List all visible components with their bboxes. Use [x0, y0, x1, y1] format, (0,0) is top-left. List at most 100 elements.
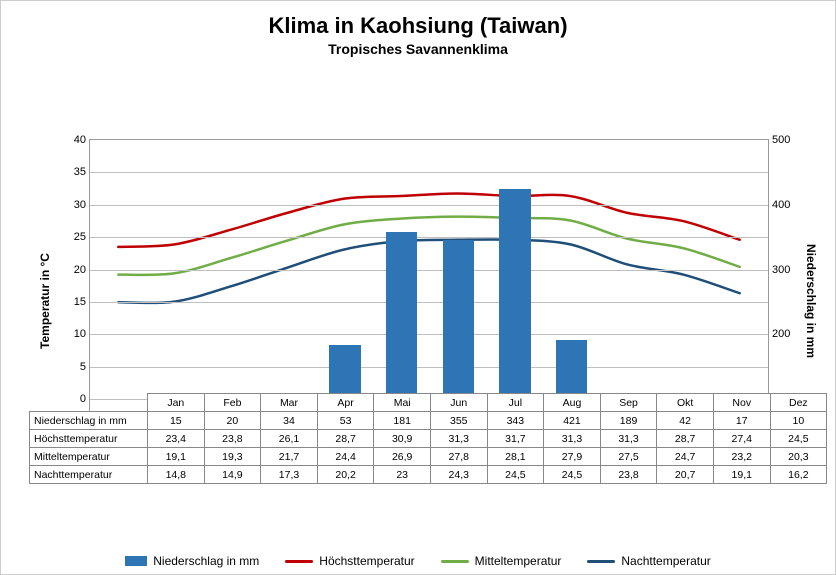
cell: 31,3 — [544, 430, 601, 448]
row-label: Nachttemperatur — [30, 466, 148, 484]
cell: 24,3 — [430, 466, 487, 484]
cell: 19,3 — [204, 448, 261, 466]
row-label: Höchsttemperatur — [30, 430, 148, 448]
cell: 24,5 — [544, 466, 601, 484]
cell: Jun — [430, 394, 487, 412]
cell: 20,3 — [770, 448, 827, 466]
cell: 421 — [544, 412, 601, 430]
row-label — [30, 394, 148, 412]
cell: Apr — [317, 394, 374, 412]
ytick-left: 30 — [62, 199, 86, 211]
row-hoechst: Höchsttemperatur23,423,826,128,730,931,3… — [30, 430, 827, 448]
cell: 23,2 — [713, 448, 770, 466]
cell: Sep — [600, 394, 657, 412]
cell: 31,3 — [600, 430, 657, 448]
chart-title: Klima in Kaohsiung (Taiwan) — [13, 13, 823, 39]
cell: 31,7 — [487, 430, 544, 448]
cell: Jul — [487, 394, 544, 412]
legend-item: Höchsttemperatur — [285, 554, 414, 568]
cell: 24,4 — [317, 448, 374, 466]
legend-item: Nachttemperatur — [587, 554, 710, 568]
cell: 23,4 — [148, 430, 205, 448]
line-mittel — [118, 217, 740, 275]
cell: 24,7 — [657, 448, 714, 466]
cell: 20 — [204, 412, 261, 430]
cell: 19,1 — [713, 466, 770, 484]
cell: 10 — [770, 412, 827, 430]
ytick-left: 5 — [62, 361, 86, 373]
cell: 27,5 — [600, 448, 657, 466]
cell: 181 — [374, 412, 431, 430]
cell: 31,3 — [430, 430, 487, 448]
legend-label: Mitteltemperatur — [475, 554, 562, 568]
legend-label: Nachttemperatur — [621, 554, 710, 568]
legend-item: Niederschlag in mm — [125, 554, 259, 568]
ytick-left: 40 — [62, 134, 86, 146]
ytick-left: 20 — [62, 264, 86, 276]
cell: Aug — [544, 394, 601, 412]
cell: 189 — [600, 412, 657, 430]
cell: 16,2 — [770, 466, 827, 484]
cell: Dez — [770, 394, 827, 412]
bar-swatch-icon — [125, 556, 147, 566]
cell: 27,9 — [544, 448, 601, 466]
cell: 17,3 — [261, 466, 318, 484]
ytick-right: 300 — [772, 264, 800, 276]
line-swatch-icon — [441, 560, 469, 563]
ytick-right: 500 — [772, 134, 800, 146]
cell: 26,1 — [261, 430, 318, 448]
cell: 15 — [148, 412, 205, 430]
line-swatch-icon — [587, 560, 615, 563]
cell: 27,8 — [430, 448, 487, 466]
grid-line — [90, 367, 768, 368]
ytick-left: 15 — [62, 296, 86, 308]
ytick-right: 200 — [772, 328, 800, 340]
cell: 23 — [374, 466, 431, 484]
chart-subtitle: Tropisches Savannenklima — [13, 41, 823, 57]
grid-line — [90, 302, 768, 303]
cell: 23,8 — [600, 466, 657, 484]
cell: 17 — [713, 412, 770, 430]
cell: 42 — [657, 412, 714, 430]
line-swatch-icon — [285, 560, 313, 563]
cell: 355 — [430, 412, 487, 430]
row-niederschlag: Niederschlag in mm1520345318135534342118… — [30, 412, 827, 430]
cell: 21,7 — [261, 448, 318, 466]
ytick-left: 35 — [62, 166, 86, 178]
cell: 14,8 — [148, 466, 205, 484]
row-nacht: Nachttemperatur14,814,917,320,22324,324,… — [30, 466, 827, 484]
cell: 20,7 — [657, 466, 714, 484]
line-nacht — [118, 239, 740, 303]
ytick-left: 25 — [62, 231, 86, 243]
y-axis-left-label: Temperatur in °C — [38, 253, 52, 349]
cell: Jan — [148, 394, 205, 412]
grid-line — [90, 205, 768, 206]
ytick-left: 10 — [62, 328, 86, 340]
legend: Niederschlag in mm Höchsttemperatur Mittel… — [1, 554, 835, 568]
cell: 30,9 — [374, 430, 431, 448]
legend-label: Niederschlag in mm — [153, 554, 259, 568]
data-table: JanFebMarAprMaiJunJulAugSepOktNovDezNied… — [29, 393, 827, 484]
cell: 34 — [261, 412, 318, 430]
cell: 28,7 — [657, 430, 714, 448]
cell: 53 — [317, 412, 374, 430]
cell: 19,1 — [148, 448, 205, 466]
cell: Okt — [657, 394, 714, 412]
cell: 23,8 — [204, 430, 261, 448]
cell: 20,2 — [317, 466, 374, 484]
cell: Mai — [374, 394, 431, 412]
cell: 24,5 — [770, 430, 827, 448]
grid-line — [90, 237, 768, 238]
cell: 28,1 — [487, 448, 544, 466]
grid-line — [90, 270, 768, 271]
cell: 26,9 — [374, 448, 431, 466]
ytick-right: 400 — [772, 199, 800, 211]
row-months: JanFebMarAprMaiJunJulAugSepOktNovDez — [30, 394, 827, 412]
cell: 24,5 — [487, 466, 544, 484]
cell: 14,9 — [204, 466, 261, 484]
legend-item: Mitteltemperatur — [441, 554, 562, 568]
legend-label: Höchsttemperatur — [319, 554, 414, 568]
cell: Nov — [713, 394, 770, 412]
row-mittel: Mitteltemperatur19,119,321,724,426,927,8… — [30, 448, 827, 466]
cell: Mar — [261, 394, 318, 412]
